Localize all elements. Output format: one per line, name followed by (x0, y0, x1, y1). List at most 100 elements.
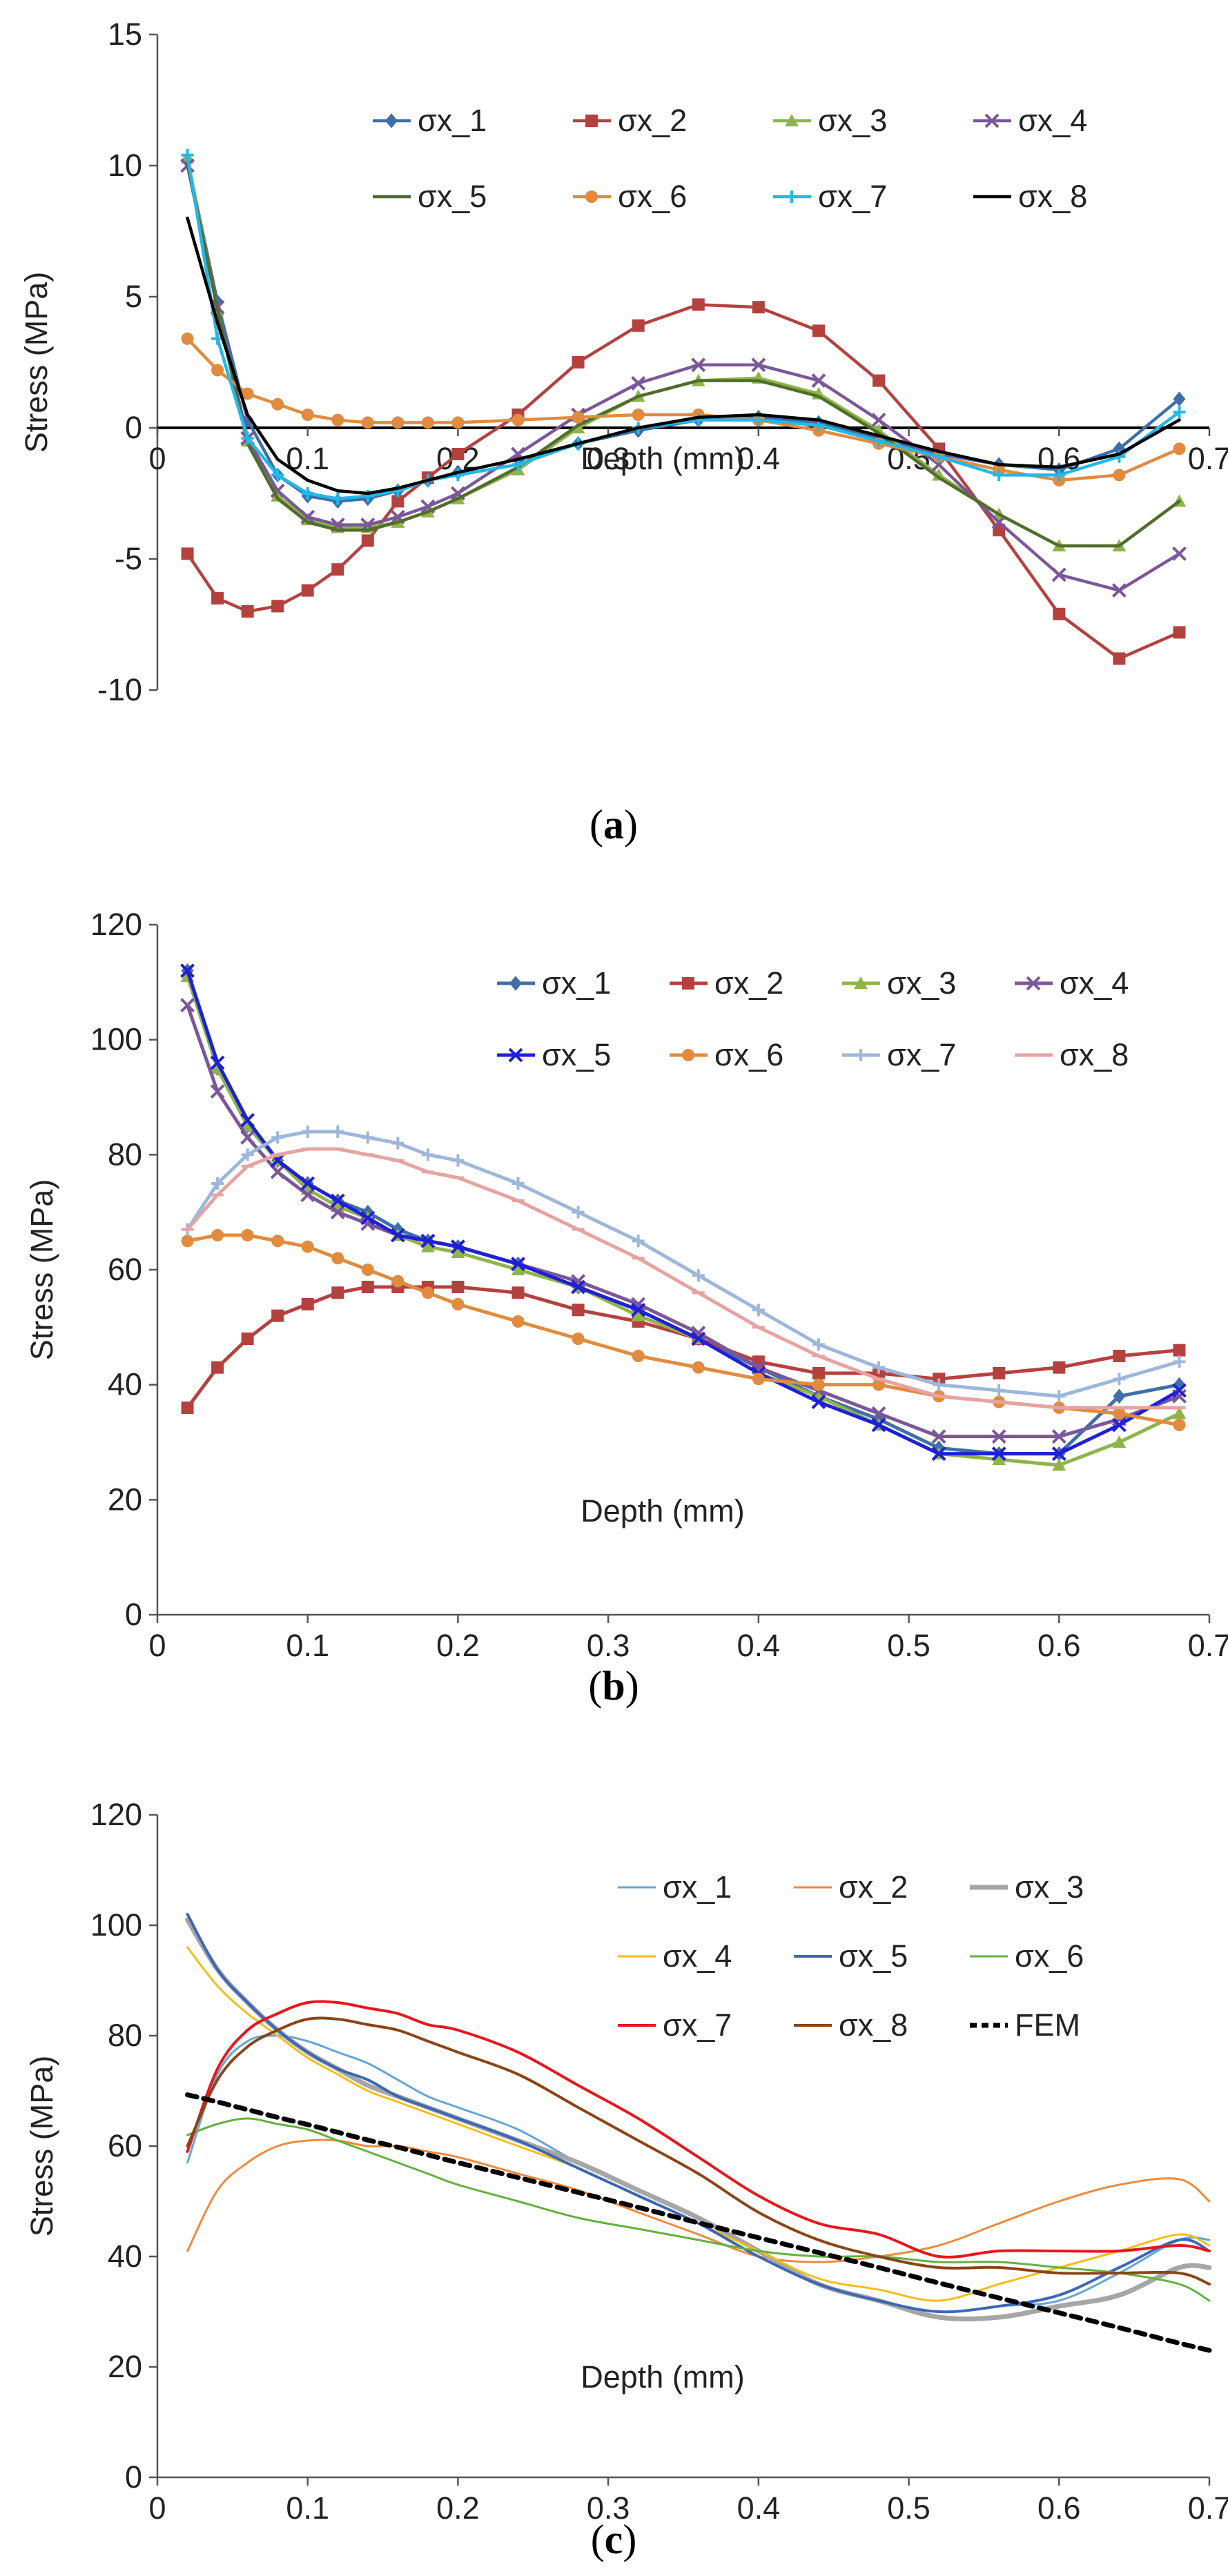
data-point (451, 1246, 465, 1259)
legend-label: σx_5 (542, 1037, 611, 1072)
data-point (331, 1125, 344, 1138)
legend-label: σx_6 (1015, 1938, 1084, 1974)
data-point (572, 1304, 585, 1317)
data-point (1113, 1388, 1126, 1404)
data-point (933, 1378, 946, 1391)
legend-label: σx_7 (818, 179, 887, 214)
data-point (300, 1176, 315, 1191)
series-line (185, 2092, 1212, 2353)
y-tick-label: -5 (115, 541, 142, 576)
legend-item: σx_4 (1015, 965, 1129, 1001)
legend-label: σx_1 (542, 965, 611, 1001)
legend-label: σx_2 (839, 1869, 908, 1905)
data-point (1051, 567, 1066, 582)
series-σx_6 (186, 2117, 1211, 2302)
x-tick-label: 0 (148, 441, 166, 476)
data-point (421, 1286, 434, 1299)
data-point (331, 1286, 344, 1299)
y-tick-label: 80 (108, 1137, 142, 1172)
panel-label-c: (c) (591, 2517, 637, 2562)
data-point (511, 1263, 525, 1276)
series-σx_7 (186, 2000, 1211, 2259)
legend-marker (585, 190, 598, 203)
legend-marker (984, 113, 1000, 128)
series-line (186, 974, 1181, 1467)
series-line (186, 153, 1181, 500)
data-point (1053, 1361, 1066, 1374)
data-point (572, 1206, 585, 1219)
data-point (511, 1315, 525, 1328)
data-point (241, 1229, 254, 1241)
data-point (420, 1233, 436, 1248)
x-tick-label: 0.4 (737, 1628, 781, 1663)
data-point (991, 1429, 1006, 1444)
data-point (511, 1286, 525, 1299)
chart-b: 0 20 40 60 80 100 120 0 0.1 0.2 0.3 0.4 0.5 0.6 0.7 Dep… (24, 907, 1228, 1663)
data-point (271, 469, 284, 482)
data-point (421, 1148, 434, 1161)
data-point (1173, 442, 1186, 455)
y-tick-label: 40 (108, 1367, 142, 1402)
data-point (1053, 607, 1066, 620)
data-point (631, 1302, 646, 1317)
series-line (186, 337, 1181, 482)
data-point (211, 364, 224, 377)
series-line (186, 1147, 1181, 1410)
data-point (632, 1235, 645, 1248)
data-point (331, 1252, 344, 1265)
legend-marker (855, 1049, 867, 1061)
series-line (186, 1285, 1181, 1410)
data-point (270, 483, 285, 498)
series-σx_8 (181, 1147, 1186, 1410)
legend-item: σx_8 (794, 2007, 908, 2043)
data-point (391, 1137, 405, 1150)
y-tick-label: 60 (108, 2128, 142, 2163)
data-point (211, 1361, 224, 1374)
legend-label: σx_5 (839, 1938, 908, 1974)
legend-item: σx_7 (618, 2007, 732, 2043)
legend-label: σx_4 (1018, 103, 1087, 138)
data-point (931, 1429, 946, 1444)
legend-item: σx_1 (497, 965, 611, 1001)
legend-item: σx_4 (973, 103, 1087, 138)
data-point (301, 584, 314, 597)
data-point (511, 413, 525, 426)
x-tick-label: 0.4 (737, 2490, 781, 2526)
data-point (511, 1257, 525, 1272)
data-point (1111, 1417, 1127, 1433)
data-point (451, 1281, 465, 1293)
data-point (181, 332, 194, 345)
data-point (1173, 1419, 1186, 1431)
data-point (301, 1298, 314, 1310)
data-point (271, 397, 284, 411)
data-point (331, 492, 344, 505)
data-point (361, 534, 374, 547)
x-tick-label: 0.4 (737, 441, 781, 476)
y-tick-label: 100 (90, 1022, 142, 1057)
x-tick-label: 0.7 (1188, 441, 1228, 476)
legend-marker (854, 976, 868, 990)
legend-label: σx_1 (663, 1869, 732, 1905)
legend-item: σx_2 (573, 103, 687, 138)
data-point (571, 421, 585, 434)
data-point (993, 1367, 1006, 1379)
data-point (991, 1446, 1006, 1462)
data-point (873, 374, 886, 387)
data-point (631, 375, 646, 391)
series-σx_2 (181, 298, 1186, 665)
legend-label: σx_7 (887, 1037, 956, 1072)
data-point (571, 1279, 586, 1295)
data-point (811, 373, 826, 389)
series-line (186, 2117, 1211, 2302)
legend-item: σx_7 (842, 1037, 956, 1072)
legend-item: σx_5 (373, 179, 487, 214)
data-point (1112, 1435, 1127, 1448)
legend-item: σx_6 (573, 179, 687, 214)
legend-marker (385, 113, 398, 128)
data-point (361, 1281, 374, 1293)
series-σx_8 (186, 216, 1181, 495)
data-point (1173, 1355, 1186, 1368)
data-point (361, 1264, 374, 1276)
legend-label: σx_5 (418, 179, 487, 214)
